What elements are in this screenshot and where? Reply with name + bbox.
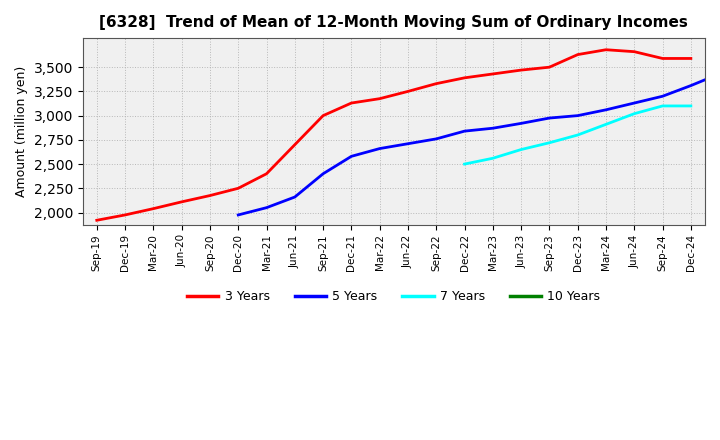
- 3 Years: [658, 56, 667, 61]
- 3 Years: [687, 56, 696, 61]
- 3 Years: [206, 193, 215, 198]
- 5 Years: [573, 113, 582, 118]
- 5 Years: [517, 121, 526, 126]
- 3 Years: [630, 49, 639, 54]
- 7 Years: [545, 140, 554, 145]
- 3 Years: [404, 89, 413, 94]
- 7 Years: [460, 161, 469, 167]
- 3 Years: [290, 142, 299, 147]
- 5 Years: [404, 141, 413, 147]
- 3 Years: [234, 186, 243, 191]
- 5 Years: [715, 71, 720, 77]
- 5 Years: [262, 205, 271, 210]
- 3 Years: [121, 212, 130, 217]
- 5 Years: [545, 115, 554, 121]
- 3 Years: [488, 71, 497, 77]
- Y-axis label: Amount (million yen): Amount (million yen): [15, 66, 28, 197]
- Line: 7 Years: 7 Years: [464, 106, 691, 164]
- 7 Years: [630, 111, 639, 116]
- 3 Years: [92, 218, 101, 223]
- 5 Years: [687, 83, 696, 88]
- Line: 3 Years: 3 Years: [96, 50, 691, 220]
- 7 Years: [687, 103, 696, 109]
- 3 Years: [375, 96, 384, 101]
- 5 Years: [488, 125, 497, 131]
- 3 Years: [517, 67, 526, 73]
- 5 Years: [602, 107, 611, 113]
- 7 Years: [602, 122, 611, 127]
- 5 Years: [319, 171, 328, 176]
- 3 Years: [177, 199, 186, 205]
- 7 Years: [658, 103, 667, 109]
- 5 Years: [347, 154, 356, 159]
- 3 Years: [262, 171, 271, 176]
- 3 Years: [573, 52, 582, 57]
- Title: [6328]  Trend of Mean of 12-Month Moving Sum of Ordinary Incomes: [6328] Trend of Mean of 12-Month Moving …: [99, 15, 688, 30]
- 3 Years: [545, 65, 554, 70]
- 3 Years: [347, 100, 356, 106]
- 5 Years: [375, 146, 384, 151]
- 3 Years: [149, 206, 158, 211]
- 5 Years: [630, 100, 639, 106]
- 3 Years: [319, 113, 328, 118]
- 5 Years: [658, 94, 667, 99]
- 5 Years: [460, 128, 469, 134]
- 3 Years: [602, 47, 611, 52]
- 7 Years: [488, 156, 497, 161]
- Line: 5 Years: 5 Years: [238, 67, 720, 215]
- Legend: 3 Years, 5 Years, 7 Years, 10 Years: 3 Years, 5 Years, 7 Years, 10 Years: [182, 285, 606, 308]
- 3 Years: [432, 81, 441, 86]
- 5 Years: [290, 194, 299, 200]
- 3 Years: [460, 75, 469, 81]
- 7 Years: [573, 132, 582, 138]
- 7 Years: [517, 147, 526, 152]
- 5 Years: [432, 136, 441, 142]
- 5 Years: [234, 212, 243, 217]
